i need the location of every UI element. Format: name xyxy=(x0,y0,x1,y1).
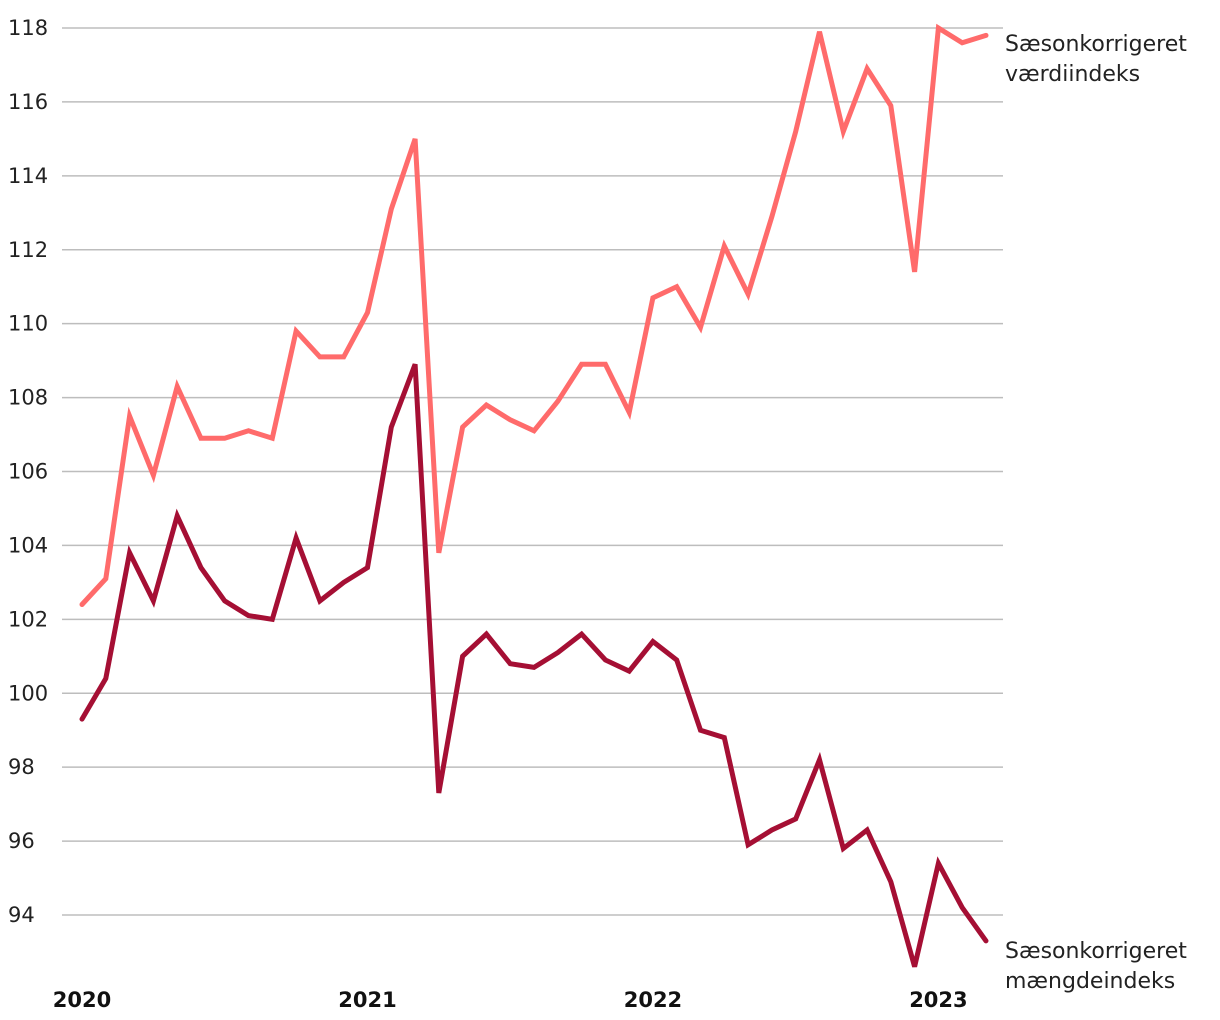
series-line-1 xyxy=(79,363,989,968)
y-tick-label: 100 xyxy=(8,681,48,705)
y-tick-label: 106 xyxy=(8,460,48,484)
y-tick-label: 104 xyxy=(8,533,48,557)
y-axis-ticks: 94 96 98 100 102 104 106 108 110 112 114 116 118 xyxy=(8,16,48,927)
x-tick-label: 2021 xyxy=(338,988,396,1012)
series-labels: Sæsonkorrigeret værdiindeks Sæsonkorrigere… xyxy=(1005,32,1187,994)
y-tick-label: 114 xyxy=(8,164,48,188)
y-tick-label: 118 xyxy=(8,16,48,40)
y-tick-label: 94 xyxy=(8,903,35,927)
x-tick-label: 2023 xyxy=(909,988,967,1012)
series-label-0: værdiindeks xyxy=(1005,62,1140,87)
series-lines xyxy=(79,23,989,968)
series-label-1: Sæsonkorrigeret xyxy=(1005,939,1187,964)
x-tick-label: 2020 xyxy=(53,988,111,1012)
y-tick-label: 102 xyxy=(8,607,48,631)
gridlines xyxy=(62,27,1003,916)
series-label-1: mængdeindeks xyxy=(1005,969,1175,994)
y-tick-label: 116 xyxy=(8,90,48,114)
y-tick-label: 96 xyxy=(8,829,35,853)
series-line-0 xyxy=(79,23,989,607)
x-tick-label: 2022 xyxy=(624,988,682,1012)
y-tick-label: 108 xyxy=(8,386,48,410)
series-label-0: Sæsonkorrigeret xyxy=(1005,32,1187,57)
y-tick-label: 112 xyxy=(8,238,48,262)
y-tick-label: 110 xyxy=(8,312,48,336)
x-axis-ticks: 2020 2021 2022 2023 xyxy=(53,988,968,1012)
y-tick-label: 98 xyxy=(8,755,35,779)
